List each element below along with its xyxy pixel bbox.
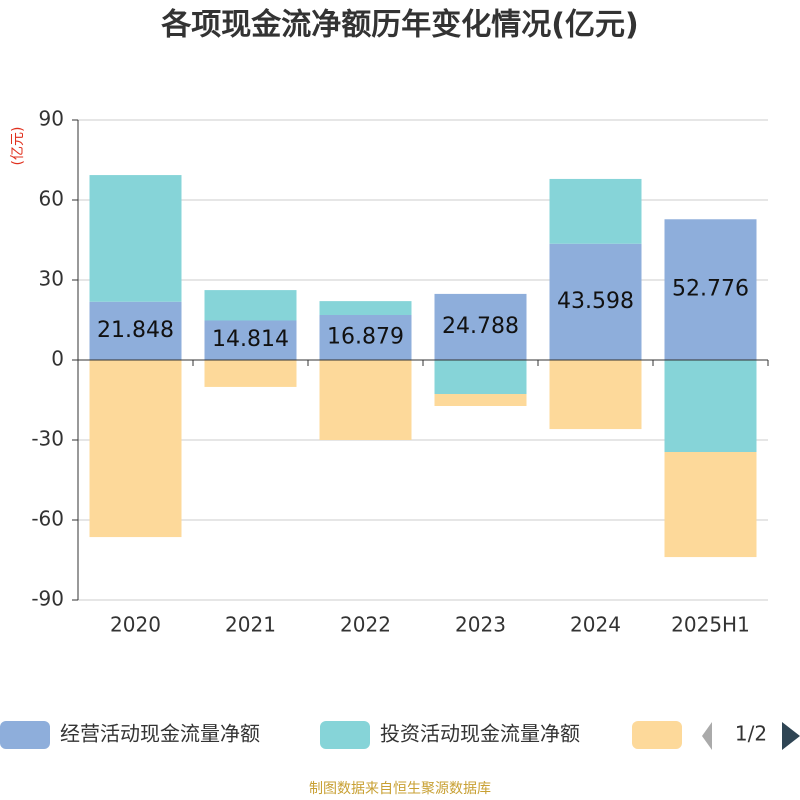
bar [549,243,642,360]
y-tick-label: -90 [31,587,64,611]
x-tick-label: 2025H1 [671,613,750,637]
legend-page: 1/2 [735,722,767,746]
legend-next[interactable] [782,722,800,750]
bar [434,360,527,394]
bar [204,320,297,360]
bar [664,360,757,452]
x-tick-label: 2021 [225,613,276,637]
bar [204,290,297,321]
legend-prev[interactable] [702,722,712,750]
bar [549,360,642,430]
bar [89,175,182,302]
bar [664,452,757,558]
y-tick-label: -30 [31,427,64,451]
bar [89,301,182,360]
data-label: 52.776 [672,277,749,302]
x-tick-label: 2023 [455,613,506,637]
x-tick-label: 2024 [570,613,621,637]
data-label: 24.788 [442,314,519,339]
y-tick-label: 0 [51,347,64,371]
y-tick-label: -60 [31,507,64,531]
y-tick-label: 30 [39,267,64,291]
data-label: 21.848 [97,318,174,343]
bar [549,178,642,244]
source: 制图数据来自恒生聚源数据库 [309,781,491,797]
bar [319,360,412,440]
y-tick-label: 60 [39,187,64,211]
bar [434,394,527,406]
legend-swatch [632,721,682,749]
legend-swatch [0,721,50,749]
y-tick-label: 90 [39,107,64,131]
data-label: 16.879 [327,324,404,349]
bar [319,301,412,315]
data-label: 14.814 [212,327,289,352]
data-label: 43.598 [557,289,634,314]
legend-label: 经营活动现金流量净额 [60,722,260,746]
legend-swatch [320,721,370,749]
bar [204,360,297,387]
y-axis-label: (亿元) [10,127,26,166]
x-tick-label: 2020 [110,613,161,637]
bar [434,293,527,360]
bar [319,314,412,360]
chart-title: 各项现金流净额历年变化情况(亿元) [160,8,638,43]
x-tick-label: 2022 [340,613,391,637]
legend-label: 投资活动现金流量净额 [380,722,580,746]
bar [664,219,757,360]
bar [89,360,182,538]
